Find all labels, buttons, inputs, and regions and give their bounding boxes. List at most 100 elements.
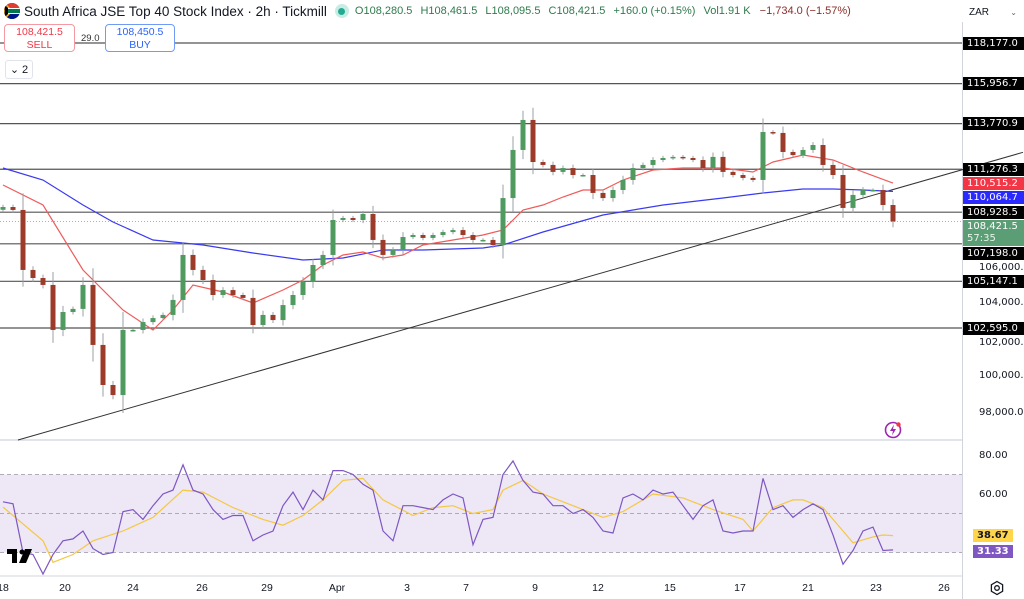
low-label: L bbox=[485, 5, 492, 17]
candle-body bbox=[660, 157, 666, 161]
ma-fast-price-label: 110,515.2 bbox=[963, 176, 1024, 190]
candle-body bbox=[720, 156, 726, 172]
sell-label: SELL bbox=[26, 39, 53, 51]
candle-body bbox=[740, 175, 746, 178]
candle bbox=[200, 265, 206, 285]
time-tick-label: 29 bbox=[261, 582, 273, 594]
rsi-value-label: 31.33 bbox=[973, 545, 1013, 559]
candle-body bbox=[680, 156, 686, 159]
candle-body bbox=[50, 284, 56, 330]
candle-body bbox=[700, 160, 706, 169]
candle-body bbox=[240, 295, 246, 298]
last-price-label: 108,421.5 57:35 bbox=[963, 219, 1024, 246]
rsi-tick-label: 60.00 bbox=[979, 488, 1008, 500]
candle-body bbox=[310, 265, 316, 283]
lightning-icon[interactable] bbox=[883, 420, 903, 440]
level-price-label: 115,956.7 bbox=[963, 77, 1024, 91]
candle-body bbox=[530, 119, 536, 163]
candle bbox=[690, 155, 696, 163]
candle bbox=[440, 229, 446, 238]
close-value: 108,421.5 bbox=[556, 5, 606, 17]
candle-body bbox=[270, 314, 276, 321]
candle bbox=[470, 232, 476, 243]
candle-body bbox=[790, 151, 796, 156]
time-tick-label: 15 bbox=[664, 582, 676, 594]
candle-body bbox=[70, 308, 76, 313]
currency-select[interactable]: ZAR ⌄ bbox=[965, 2, 1021, 22]
candle bbox=[80, 277, 86, 317]
south-africa-flag-icon bbox=[4, 3, 20, 19]
ohlc-values: O108,280.5 H108,461.5 L108,095.5 C108,42… bbox=[355, 5, 851, 17]
candle bbox=[420, 232, 426, 241]
candle-body bbox=[260, 314, 266, 326]
level-price-label: 118,177.0 bbox=[963, 36, 1024, 50]
collapse-indicators-button[interactable]: ⌄ 2 bbox=[5, 60, 33, 79]
candle bbox=[190, 249, 196, 276]
candle-body bbox=[780, 132, 786, 152]
candle-body bbox=[630, 168, 636, 180]
candle-body bbox=[570, 168, 576, 176]
time-tick-label: 9 bbox=[532, 582, 538, 594]
price-tick-label: 102,000.0 bbox=[979, 336, 1024, 348]
time-tick-label: 26 bbox=[938, 582, 950, 594]
candle-body bbox=[350, 217, 356, 221]
candle bbox=[730, 169, 736, 178]
price-tick-label: 104,000.0 bbox=[979, 296, 1024, 308]
candle bbox=[740, 172, 746, 181]
candle bbox=[870, 188, 876, 192]
candle-body bbox=[600, 192, 606, 199]
candle bbox=[320, 250, 326, 270]
candle bbox=[340, 215, 346, 223]
sell-button[interactable]: 108,421.5 SELL bbox=[4, 24, 75, 52]
candle-body bbox=[580, 175, 586, 177]
candle-body bbox=[550, 164, 556, 172]
candle-body bbox=[380, 239, 386, 255]
candle bbox=[180, 242, 186, 313]
candle-body bbox=[250, 297, 256, 326]
time-tick-label: 23 bbox=[870, 582, 882, 594]
time-tick-label: 17 bbox=[734, 582, 746, 594]
bar-countdown: 57:35 bbox=[967, 232, 996, 244]
buy-button[interactable]: 108,450.5 BUY bbox=[105, 24, 175, 52]
candle-body bbox=[430, 235, 436, 238]
candle-body bbox=[730, 171, 736, 176]
candle bbox=[60, 305, 66, 337]
settings-icon[interactable] bbox=[989, 580, 1005, 596]
candle-body bbox=[320, 254, 326, 266]
candle bbox=[460, 227, 466, 238]
symbol-title[interactable]: South Africa JSE Top 40 Stock Index · 2h… bbox=[24, 3, 327, 19]
candle bbox=[520, 110, 526, 160]
candle-body bbox=[110, 384, 116, 396]
candle-body bbox=[300, 282, 306, 296]
candle-body bbox=[560, 168, 566, 172]
candle-body bbox=[10, 207, 16, 210]
rsi-line bbox=[2, 459, 894, 576]
candle bbox=[100, 333, 106, 397]
spread-value: 29.0 bbox=[81, 33, 100, 44]
last-price-value: 108,421.5 bbox=[967, 220, 1018, 232]
candle-body bbox=[760, 132, 766, 180]
time-tick-label: 24 bbox=[127, 582, 139, 594]
candle-body bbox=[60, 312, 66, 330]
candle-body bbox=[390, 250, 396, 255]
candle bbox=[250, 289, 256, 334]
candle-body bbox=[690, 157, 696, 161]
candle bbox=[650, 157, 656, 168]
candle bbox=[260, 310, 266, 330]
candle-body bbox=[210, 280, 216, 296]
rsi-tick-label: 80.00 bbox=[979, 449, 1008, 461]
candle bbox=[590, 168, 596, 200]
candle-body bbox=[460, 230, 466, 236]
candle bbox=[30, 266, 36, 282]
candle bbox=[890, 199, 896, 228]
candle bbox=[410, 232, 416, 240]
candle bbox=[290, 290, 296, 310]
candle bbox=[880, 184, 886, 211]
candle-body bbox=[90, 284, 96, 345]
candle bbox=[220, 287, 226, 298]
candle-body bbox=[230, 290, 236, 296]
candle-body bbox=[800, 149, 806, 156]
candle bbox=[170, 294, 176, 321]
candle bbox=[390, 247, 396, 258]
